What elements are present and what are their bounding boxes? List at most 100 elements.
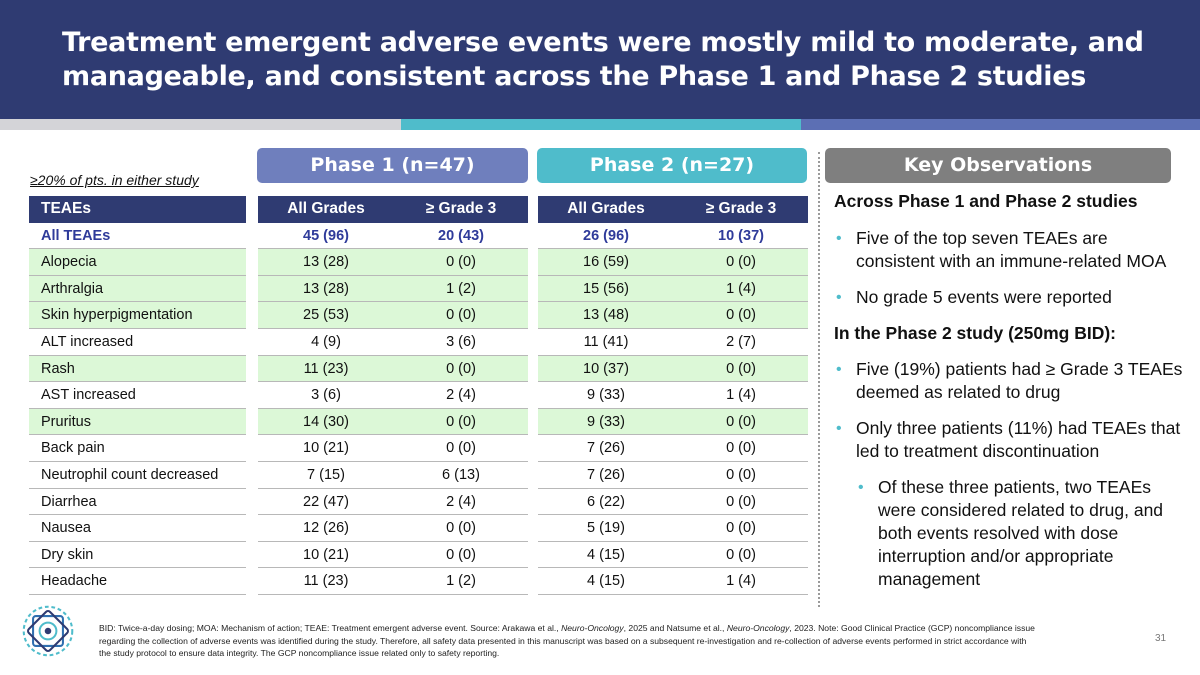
table-row: ALT increased 4 (9) 3 (6) 11 (41) 2 (7) — [29, 328, 808, 356]
phase2-all-grades-cell: 4 (15) — [538, 568, 674, 595]
header-teaes: TEAEs — [29, 196, 246, 223]
table-row: Neutrophil count decreased 7 (15) 6 (13) 7 … — [29, 461, 808, 489]
phase2-grade3-cell: 0 (0) — [674, 515, 808, 542]
observation-bullet: • Five of the top seven TEAEs are consis… — [834, 227, 1184, 273]
teae-name-cell: Nausea — [29, 515, 246, 542]
header-phase1-grade3: ≥ Grade 3 — [394, 196, 528, 223]
phase1-grade3-cell: 0 (0) — [394, 515, 528, 542]
teae-name-cell: AST increased — [29, 382, 246, 409]
phase1-all-grades-cell: 25 (53) — [258, 302, 394, 329]
phase2-grade3-cell: 0 (0) — [674, 408, 808, 436]
phase1-grade3-cell: 0 (0) — [394, 408, 528, 436]
table-row: Headache 11 (23) 1 (2) 4 (15) 1 (4) — [29, 568, 808, 595]
phase2-grade3-cell: 0 (0) — [674, 461, 808, 489]
phase2-grade3-cell: 0 (0) — [674, 302, 808, 329]
table-row: Pruritus 14 (30) 0 (0) 9 (33) 0 (0) — [29, 408, 808, 436]
slide-header: Treatment emergent adverse events were m… — [0, 0, 1200, 119]
phase1-all-grades-cell: 45 (96) — [258, 222, 394, 250]
table-row-all-teaes: All TEAEs 45 (96) 20 (43) 26 (96) 10 (37) — [29, 222, 808, 250]
teae-name-cell: Headache — [29, 568, 246, 595]
bullet-icon: • — [836, 420, 842, 437]
key-heading-across-phases: Across Phase 1 and Phase 2 studies — [834, 191, 1138, 211]
phase2-grade3-cell: 0 (0) — [674, 435, 808, 462]
phase1-all-grades-cell: 10 (21) — [258, 541, 394, 569]
table-body: All TEAEs 45 (96) 20 (43) 26 (96) 10 (37) Alo… — [29, 222, 808, 595]
phase1-grade3-cell: 1 (2) — [394, 275, 528, 303]
footnote: BID: Twice-a-day dosing; MOA: Mechanism … — [99, 622, 1039, 660]
phase1-all-grades-cell: 22 (47) — [258, 488, 394, 516]
key-heading-phase2: In the Phase 2 study (250mg BID): — [834, 323, 1117, 343]
phase2-grade3-cell: 1 (4) — [674, 382, 808, 409]
phase2-all-grades-cell: 26 (96) — [538, 222, 674, 250]
company-logo-icon — [22, 605, 74, 657]
section-divider — [818, 152, 820, 607]
phase1-all-grades-cell: 13 (28) — [258, 275, 394, 303]
observation-bullet: • Only three patients (11%) had TEAEs th… — [834, 417, 1184, 463]
phase2-all-grades-cell: 7 (26) — [538, 435, 674, 462]
phase2-grade3-cell: 1 (4) — [674, 275, 808, 303]
teae-name-cell: All TEAEs — [29, 222, 246, 250]
phase2-grade3-cell: 0 (0) — [674, 541, 808, 569]
teae-name-cell: ALT increased — [29, 328, 246, 356]
phase2-grade3-cell: 0 (0) — [674, 355, 808, 383]
phase2-all-grades-cell: 7 (26) — [538, 461, 674, 489]
phase1-grade3-cell: 0 (0) — [394, 541, 528, 569]
table-row: Rash 11 (23) 0 (0) 10 (37) 0 (0) — [29, 355, 808, 383]
table-row: Skin hyperpigmentation 25 (53) 0 (0) 13 (48… — [29, 302, 808, 329]
header-phase1-all-grades: All Grades — [258, 196, 394, 223]
slide-title: Treatment emergent adverse events were m… — [62, 27, 1144, 92]
bullet-icon: • — [836, 289, 842, 306]
phase1-grade3-cell: 0 (0) — [394, 435, 528, 462]
phase2-grade3-cell: 1 (4) — [674, 568, 808, 595]
observation-text: Five (19%) patients had ≥ Grade 3 TEAEs … — [856, 359, 1183, 402]
bullet-icon: • — [836, 361, 842, 378]
header-phase2-all-grades: All Grades — [538, 196, 674, 223]
observation-text: No grade 5 events were reported — [856, 287, 1112, 307]
phase1-all-grades-cell: 11 (23) — [258, 355, 394, 383]
phase1-all-grades-cell: 4 (9) — [258, 328, 394, 356]
phase2-all-grades-cell: 11 (41) — [538, 328, 674, 356]
phase2-all-grades-cell: 9 (33) — [538, 408, 674, 436]
teae-name-cell: Alopecia — [29, 249, 246, 276]
footnote-text: , 2025 and Natsume et al., — [623, 623, 727, 633]
accent-stripe-blue — [801, 119, 1200, 130]
header-phase2-grade3: ≥ Grade 3 — [674, 196, 808, 223]
table-row: Back pain 10 (21) 0 (0) 7 (26) 0 (0) — [29, 435, 808, 462]
teae-name-cell: Skin hyperpigmentation — [29, 302, 246, 329]
key-observations-panel: Across Phase 1 and Phase 2 studies • Fiv… — [834, 190, 1184, 604]
teae-name-cell: Back pain — [29, 435, 246, 462]
phase2-grade3-cell: 10 (37) — [674, 222, 808, 250]
phase1-all-grades-cell: 13 (28) — [258, 249, 394, 276]
phase1-all-grades-cell: 3 (6) — [258, 382, 394, 409]
phase1-grade3-cell: 0 (0) — [394, 249, 528, 276]
footnote-text: , 2023. Note: Good Clinical Practice (GC… — [99, 623, 1035, 658]
bullet-icon: • — [858, 479, 864, 496]
observation-sub-bullet: • Of these three patients, two TEAEs wer… — [834, 476, 1184, 591]
table-row: Dry skin 10 (21) 0 (0) 4 (15) 0 (0) — [29, 541, 808, 569]
phase1-grade3-cell: 0 (0) — [394, 302, 528, 329]
footnote-text: BID: Twice-a-day dosing; MOA: Mechanism … — [99, 623, 562, 633]
observation-text: Five of the top seven TEAEs are consiste… — [856, 228, 1167, 271]
phase1-banner: Phase 1 (n=47) — [257, 148, 528, 183]
table-row: Nausea 12 (26) 0 (0) 5 (19) 0 (0) — [29, 515, 808, 542]
teae-name-cell: Arthralgia — [29, 275, 246, 303]
observation-text: Of these three patients, two TEAEs were … — [878, 477, 1164, 589]
teae-name-cell: Rash — [29, 355, 246, 383]
subset-note: ≥20% of pts. in either study — [30, 172, 199, 188]
key-observations-banner: Key Observations — [825, 148, 1171, 183]
phase2-all-grades-cell: 13 (48) — [538, 302, 674, 329]
phase1-grade3-cell: 0 (0) — [394, 355, 528, 383]
phase2-all-grades-cell: 6 (22) — [538, 488, 674, 516]
phase2-all-grades-cell: 4 (15) — [538, 541, 674, 569]
phase1-all-grades-cell: 10 (21) — [258, 435, 394, 462]
teae-name-cell: Diarrhea — [29, 488, 246, 516]
observation-bullet: • Five (19%) patients had ≥ Grade 3 TEAE… — [834, 358, 1184, 404]
page-number: 31 — [1155, 633, 1167, 644]
teae-name-cell: Pruritus — [29, 408, 246, 436]
phase2-banner: Phase 2 (n=27) — [537, 148, 807, 183]
table-row: Alopecia 13 (28) 0 (0) 16 (59) 0 (0) — [29, 249, 808, 276]
footnote-journal: Neuro-Oncology — [561, 623, 624, 633]
phase2-all-grades-cell: 15 (56) — [538, 275, 674, 303]
teae-name-cell: Neutrophil count decreased — [29, 461, 246, 489]
phase2-grade3-cell: 0 (0) — [674, 249, 808, 276]
